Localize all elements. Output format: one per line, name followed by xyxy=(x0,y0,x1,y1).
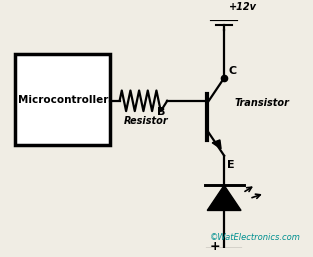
Text: Transistor: Transistor xyxy=(235,98,290,108)
Polygon shape xyxy=(207,185,241,210)
Text: ©WatElectronics.com: ©WatElectronics.com xyxy=(210,233,301,242)
Polygon shape xyxy=(212,140,221,149)
Text: +: + xyxy=(210,240,220,253)
Text: Microcontroller: Microcontroller xyxy=(18,95,108,105)
Bar xyxy=(15,54,110,145)
Text: C: C xyxy=(229,66,237,76)
Text: Resistor: Resistor xyxy=(124,116,169,126)
Text: E: E xyxy=(227,160,235,170)
Text: +12v: +12v xyxy=(229,2,257,12)
Text: B: B xyxy=(157,106,166,116)
